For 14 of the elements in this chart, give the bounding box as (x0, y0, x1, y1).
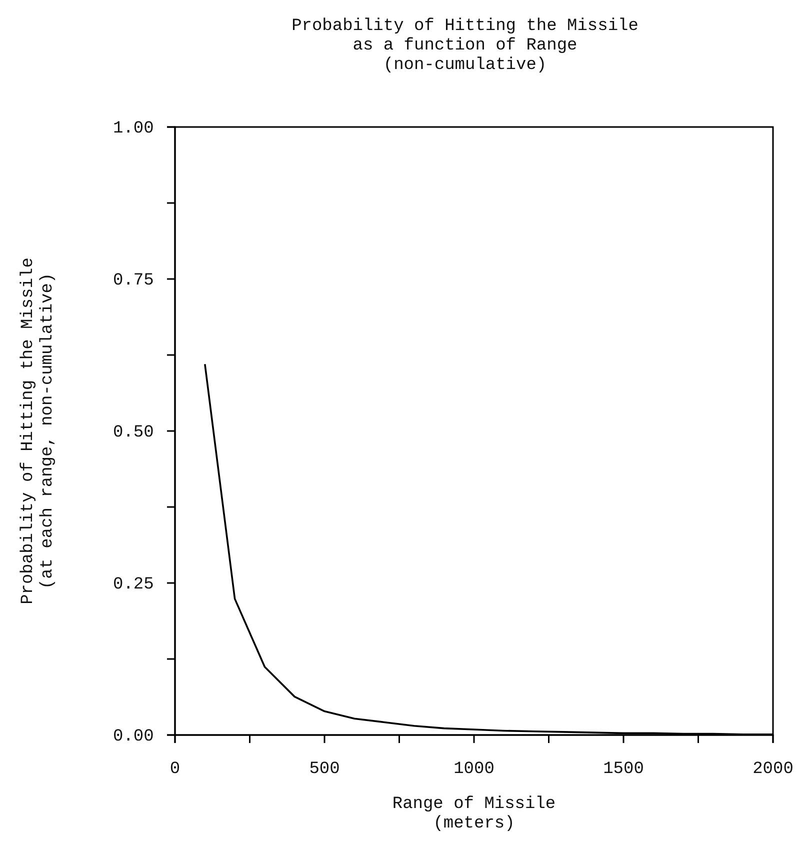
y-tick-label: 1.00 (112, 119, 154, 138)
x-axis-title: Range of Missile (meters) (392, 795, 556, 834)
y-axis-title: Probability of Hitting the Missile (at each range, non-cumulative) (19, 258, 58, 604)
y-tick-label: 0.00 (112, 727, 154, 746)
y-tick-label: 0.75 (112, 271, 154, 290)
y-tick-label: 0.25 (112, 575, 154, 594)
x-tick-label: 0 (170, 760, 180, 780)
x-tick-label: 1500 (603, 760, 644, 780)
chart-subtitle: (non-cumulative) (383, 56, 547, 76)
x-tick-label: 2000 (752, 760, 794, 780)
x-tick-label: 1000 (454, 760, 494, 780)
x-tick-label: 500 (309, 760, 340, 780)
chart-title: Probability of Hitting the Missile as a function of Range (292, 17, 638, 56)
y-tick-label: 0.50 (112, 423, 154, 442)
